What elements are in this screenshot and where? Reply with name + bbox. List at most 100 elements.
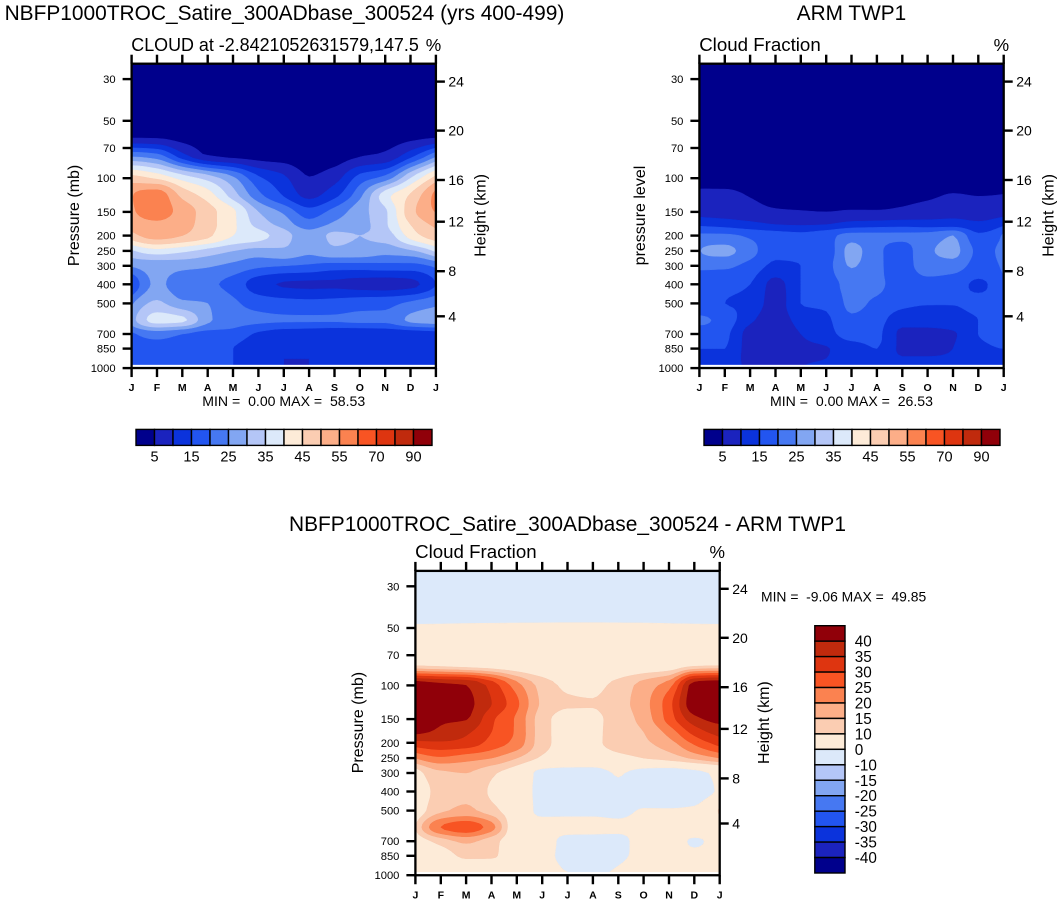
svg-text:100: 100 xyxy=(381,680,400,692)
svg-text:N: N xyxy=(949,382,957,394)
svg-text:S: S xyxy=(615,889,622,901)
svg-text:A: A xyxy=(488,889,496,901)
svg-text:1000: 1000 xyxy=(375,870,400,882)
svg-text:500: 500 xyxy=(381,806,400,818)
svg-text:24: 24 xyxy=(732,581,748,597)
svg-text:-35: -35 xyxy=(855,835,877,852)
svg-text:S: S xyxy=(331,382,338,394)
svg-text:15: 15 xyxy=(183,450,199,466)
svg-text:-25: -25 xyxy=(855,804,877,821)
svg-text:D: D xyxy=(975,382,983,394)
svg-text:O: O xyxy=(924,382,932,394)
svg-text:70: 70 xyxy=(103,143,115,155)
svg-text:70: 70 xyxy=(368,450,384,466)
svg-text:A: A xyxy=(873,382,881,394)
svg-text:A: A xyxy=(589,889,597,901)
svg-text:J: J xyxy=(255,382,261,394)
svg-text:-15: -15 xyxy=(855,773,877,790)
svg-text:NBFP1000TROC_Satire_300ADbase_: NBFP1000TROC_Satire_300ADbase_300524 (yr… xyxy=(5,2,565,25)
svg-text:-10: -10 xyxy=(855,757,877,774)
svg-text:30: 30 xyxy=(387,581,399,593)
svg-text:12: 12 xyxy=(1016,214,1032,230)
svg-text:O: O xyxy=(356,382,364,394)
svg-text:M: M xyxy=(178,382,187,394)
svg-text:250: 250 xyxy=(665,246,684,258)
svg-text:Cloud Fraction: Cloud Fraction xyxy=(415,541,537,562)
svg-text:150: 150 xyxy=(97,207,116,219)
svg-text:300: 300 xyxy=(381,768,400,780)
svg-text:M: M xyxy=(512,889,521,901)
svg-text:Cloud Fraction: Cloud Fraction xyxy=(699,34,821,55)
svg-text:A: A xyxy=(305,382,313,394)
svg-text:J: J xyxy=(129,382,135,394)
svg-text:12: 12 xyxy=(732,721,748,737)
svg-text:10: 10 xyxy=(855,726,872,743)
svg-text:ARM TWP1: ARM TWP1 xyxy=(797,2,906,25)
svg-text:700: 700 xyxy=(665,329,684,341)
svg-text:M: M xyxy=(746,382,755,394)
svg-text:100: 100 xyxy=(97,173,116,185)
svg-text:8: 8 xyxy=(1016,263,1024,279)
svg-text:D: D xyxy=(691,889,699,901)
svg-text:70: 70 xyxy=(936,450,952,466)
svg-text:70: 70 xyxy=(671,143,683,155)
svg-text:F: F xyxy=(438,889,445,901)
svg-text:NBFP1000TROC_Satire_300ADbase_: NBFP1000TROC_Satire_300ADbase_300524 - A… xyxy=(289,513,846,536)
svg-text:45: 45 xyxy=(862,450,878,466)
svg-text:J: J xyxy=(1001,382,1007,394)
svg-text:20: 20 xyxy=(855,695,872,712)
svg-text:35: 35 xyxy=(855,649,872,666)
svg-text:F: F xyxy=(722,382,729,394)
svg-text:30: 30 xyxy=(671,74,683,86)
svg-text:J: J xyxy=(412,889,418,901)
svg-text:300: 300 xyxy=(97,261,116,273)
svg-text:500: 500 xyxy=(97,298,116,310)
svg-text:850: 850 xyxy=(97,344,116,356)
svg-text:Height (km): Height (km) xyxy=(756,681,773,764)
svg-text:D: D xyxy=(407,382,415,394)
svg-text:20: 20 xyxy=(732,630,748,646)
svg-text:CLOUD at -2.8421052631579,147.: CLOUD at -2.8421052631579,147.5 xyxy=(131,34,419,55)
svg-text:F: F xyxy=(154,382,161,394)
svg-text:4: 4 xyxy=(1016,308,1024,324)
svg-text:J: J xyxy=(696,382,702,394)
svg-text:300: 300 xyxy=(665,261,684,273)
svg-text:55: 55 xyxy=(331,450,347,466)
svg-text:35: 35 xyxy=(825,450,841,466)
svg-text:Height (km): Height (km) xyxy=(1040,174,1057,257)
svg-text:700: 700 xyxy=(97,329,116,341)
svg-text:700: 700 xyxy=(381,836,400,848)
svg-text:0: 0 xyxy=(855,742,864,759)
svg-text:5: 5 xyxy=(150,450,158,466)
svg-text:500: 500 xyxy=(665,298,684,310)
svg-text:15: 15 xyxy=(751,450,767,466)
svg-text:24: 24 xyxy=(448,74,464,90)
svg-text:70: 70 xyxy=(387,650,399,662)
svg-text:850: 850 xyxy=(665,344,684,356)
svg-text:40: 40 xyxy=(855,634,872,651)
svg-text:4: 4 xyxy=(732,816,740,832)
svg-text:850: 850 xyxy=(381,851,400,863)
svg-text:A: A xyxy=(772,382,780,394)
svg-text:Pressure (mb): Pressure (mb) xyxy=(66,165,83,266)
svg-text:15: 15 xyxy=(855,711,872,728)
svg-text:-30: -30 xyxy=(855,819,877,836)
svg-text:S: S xyxy=(899,382,906,394)
svg-text:%: % xyxy=(994,35,1009,55)
svg-text:400: 400 xyxy=(665,279,684,291)
svg-text:150: 150 xyxy=(381,714,400,726)
svg-text:8: 8 xyxy=(448,263,456,279)
svg-text:50: 50 xyxy=(387,623,399,635)
svg-text:N: N xyxy=(381,382,389,394)
svg-text:J: J xyxy=(717,889,723,901)
svg-text:J: J xyxy=(849,382,855,394)
svg-text:8: 8 xyxy=(732,770,740,786)
svg-text:1000: 1000 xyxy=(659,363,684,375)
svg-text:400: 400 xyxy=(381,787,400,799)
svg-text:pressure level: pressure level xyxy=(632,166,649,266)
svg-text:Height (km): Height (km) xyxy=(473,174,490,257)
svg-text:20: 20 xyxy=(448,123,464,139)
svg-text:25: 25 xyxy=(855,680,872,697)
svg-text:1000: 1000 xyxy=(91,363,116,375)
svg-text:50: 50 xyxy=(103,116,115,128)
